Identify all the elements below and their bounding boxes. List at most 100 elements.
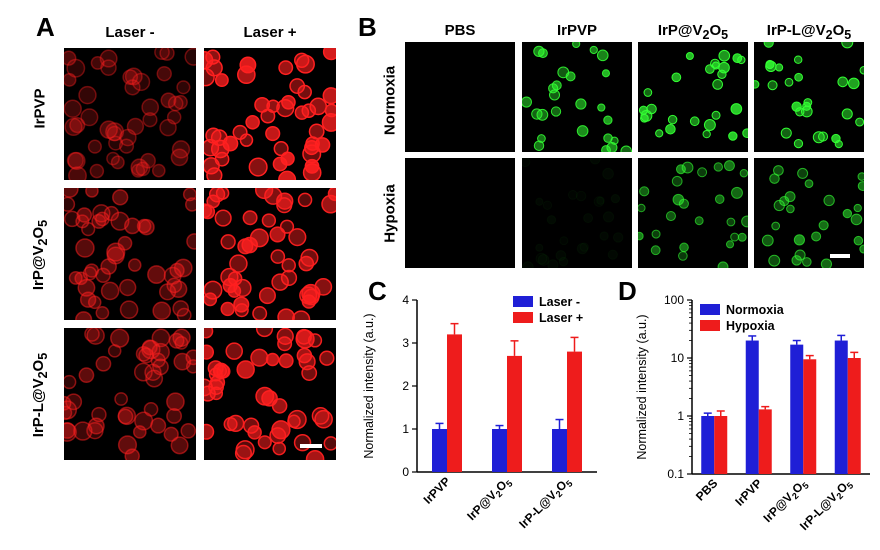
cell-mark bbox=[69, 116, 86, 134]
cell-mark bbox=[119, 300, 139, 319]
cell-mark bbox=[522, 96, 532, 108]
cell-mark bbox=[85, 188, 99, 198]
cell-mark bbox=[322, 87, 336, 105]
cell-mark bbox=[718, 49, 731, 62]
cell-mark bbox=[87, 139, 102, 154]
y-tick-label: 10 bbox=[671, 351, 685, 365]
micrograph-a-irp-v2o5-laser-plus bbox=[204, 188, 336, 320]
cell-mark bbox=[66, 58, 86, 78]
cell-mark bbox=[730, 103, 743, 115]
cell-mark bbox=[793, 138, 804, 149]
panel-b-row-normoxia: Normoxia bbox=[381, 65, 399, 136]
y-tick-label: 0.1 bbox=[667, 467, 684, 481]
cell-mark bbox=[754, 80, 760, 89]
cell-mark bbox=[205, 49, 221, 65]
y-tick-label: 100 bbox=[664, 293, 684, 307]
cell-mark bbox=[143, 402, 159, 417]
cell-mark bbox=[583, 213, 594, 224]
cell-mark bbox=[133, 362, 153, 382]
cell-mark bbox=[159, 118, 177, 137]
cell-mark bbox=[173, 352, 192, 371]
cell-mark bbox=[75, 311, 93, 320]
cell-mark bbox=[163, 426, 179, 442]
cell-mark bbox=[728, 131, 738, 141]
chart-c: 0 1 2 3 4 Normalized intensity (a.u.) IrPVP IrP… bbox=[362, 293, 597, 531]
cell-mark bbox=[64, 72, 77, 87]
cell-mark bbox=[147, 265, 166, 284]
cell-mark bbox=[293, 433, 312, 452]
cell-mark bbox=[672, 193, 685, 206]
cell-mark bbox=[834, 139, 843, 149]
cell-mark bbox=[555, 250, 567, 261]
cell-mark bbox=[145, 369, 164, 388]
cell-mark bbox=[166, 392, 185, 412]
cell-mark bbox=[732, 53, 743, 64]
chart-d: 0.1 1 10 100 Normalized intensity (a.u.) PBS I… bbox=[635, 293, 870, 533]
cell-mark bbox=[110, 155, 125, 170]
cell-mark bbox=[305, 450, 325, 460]
cell-mark bbox=[323, 436, 336, 451]
y-tick-label: 2 bbox=[402, 379, 409, 393]
micrograph-b-irpvp-normoxia bbox=[522, 42, 632, 152]
cell-mark bbox=[64, 374, 77, 390]
cell-mark bbox=[794, 72, 803, 82]
bar bbox=[790, 344, 804, 474]
cell-mark bbox=[271, 398, 288, 414]
cell-mark bbox=[86, 328, 105, 345]
cell-mark bbox=[287, 409, 307, 430]
cell-mark bbox=[291, 310, 311, 320]
cell-mark bbox=[112, 189, 129, 206]
cell-mark bbox=[857, 181, 864, 191]
cell-mark bbox=[546, 215, 557, 225]
cell-mark bbox=[791, 101, 802, 112]
cell-mark bbox=[106, 125, 123, 142]
cell-mark bbox=[279, 219, 295, 234]
cell-mark bbox=[160, 92, 177, 109]
legend-swatch bbox=[700, 304, 720, 315]
cell-mark bbox=[105, 122, 125, 142]
cell-mark bbox=[64, 400, 78, 420]
cell-mark bbox=[166, 109, 182, 125]
cell-mark bbox=[89, 163, 105, 179]
cell-mark bbox=[593, 196, 605, 207]
cell-mark bbox=[204, 328, 214, 339]
cell-mark bbox=[170, 148, 189, 167]
cell-mark bbox=[167, 95, 184, 112]
cell-mark bbox=[841, 108, 853, 120]
panel-b-col-pbs: PBS bbox=[444, 22, 476, 39]
cell-mark bbox=[713, 162, 724, 172]
cell-mark bbox=[817, 131, 829, 142]
cell-mark bbox=[184, 197, 196, 212]
cell-mark bbox=[768, 254, 781, 267]
cell-mark bbox=[322, 48, 336, 61]
bar bbox=[758, 409, 772, 474]
cell-mark bbox=[144, 363, 162, 381]
cell-mark bbox=[229, 254, 248, 273]
cell-mark bbox=[103, 205, 120, 222]
cell-mark bbox=[773, 199, 785, 212]
panel-a-row-irp-v2o5: IrP@V2O5 bbox=[30, 219, 50, 291]
cell-mark bbox=[220, 301, 235, 317]
cell-mark bbox=[95, 355, 112, 372]
bar bbox=[507, 355, 522, 472]
cell-mark bbox=[302, 288, 320, 306]
cell-mark bbox=[176, 307, 192, 320]
cell-mark bbox=[186, 233, 196, 250]
cell-mark bbox=[522, 158, 531, 167]
legend-label: Laser + bbox=[539, 311, 583, 325]
cell-mark bbox=[154, 48, 170, 61]
cell-mark bbox=[142, 112, 158, 128]
x-tick-label: IrP@V2​O5​ bbox=[464, 474, 514, 524]
cell-mark bbox=[741, 215, 748, 228]
cell-mark bbox=[278, 353, 294, 369]
cell-mark bbox=[269, 427, 287, 445]
cell-mark bbox=[64, 117, 83, 137]
cell-mark bbox=[567, 190, 578, 200]
cell-mark bbox=[655, 129, 664, 138]
cell-mark bbox=[742, 128, 748, 139]
cell-mark bbox=[64, 196, 76, 212]
cell-mark bbox=[794, 249, 806, 261]
cell-mark bbox=[106, 151, 120, 166]
panel-a-row-irp-l-v2o5: IrP-L@V2O5 bbox=[30, 352, 50, 438]
cell-mark bbox=[601, 145, 611, 152]
